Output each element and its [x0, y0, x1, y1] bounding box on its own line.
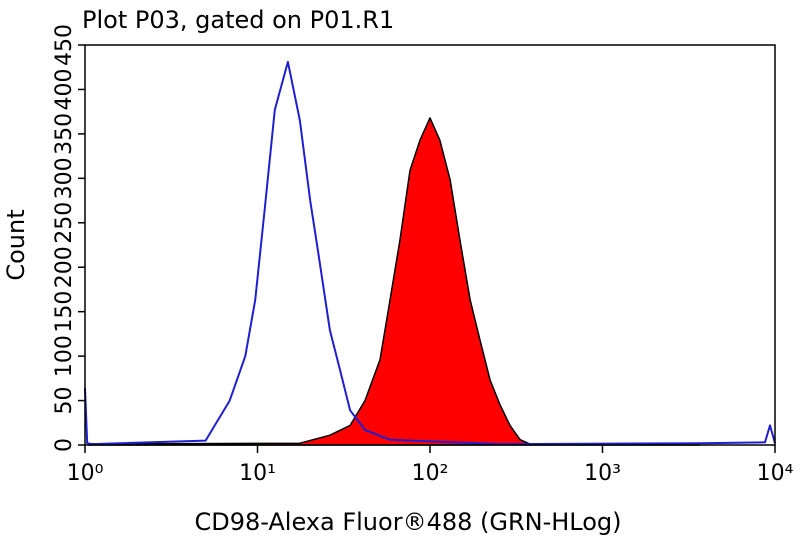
y-tick-label: 450: [52, 24, 77, 66]
y-tick-label: 150: [52, 291, 77, 333]
x-tick-label: 10²: [412, 461, 449, 486]
y-tick-label: 50: [52, 387, 77, 415]
y-tick-label: 300: [52, 157, 77, 199]
x-tick-label: 10¹: [239, 461, 276, 486]
y-tick-label: 100: [52, 335, 77, 377]
y-tick-label: 0: [52, 438, 77, 452]
y-tick-label: 200: [52, 246, 77, 288]
histogram-area: [87, 117, 701, 446]
chart-title: Plot P03, gated on P01.R1: [82, 6, 394, 34]
y-tick-label: 400: [52, 68, 77, 110]
x-tick-label: 10⁰: [67, 461, 104, 486]
y-axis-label: Count: [2, 209, 30, 280]
x-tick-label: 10⁴: [757, 461, 794, 486]
histogram-line: [84, 60, 776, 446]
x-tick-label: 10³: [584, 461, 621, 486]
y-tick-label: 350: [52, 113, 77, 155]
y-tick-label: 250: [52, 202, 77, 244]
x-axis-label: CD98-Alexa Fluor®488 (GRN-HLog): [194, 508, 621, 536]
